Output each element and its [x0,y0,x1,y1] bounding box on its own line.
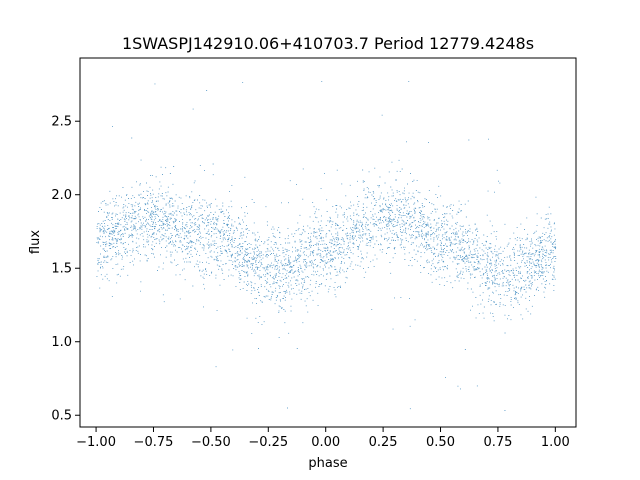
plot-frame [79,57,577,428]
x-axis-ticks: −1.00 −0.75 −0.50 −0.25 0.00 0.25 0.50 0.75 1.00 [76,427,570,450]
x-tick-label: −0.75 [134,435,174,450]
x-tick-label: 0.75 [483,435,512,450]
x-tick-label: −0.25 [248,435,288,450]
y-tick-label: 0.5 [51,409,72,424]
scatter-point-cloud [96,81,557,411]
y-tick-label: 1.5 [51,262,72,277]
x-tick-label: −1.00 [76,435,116,450]
x-tick-label: 0.50 [426,435,455,450]
chart-title: 1SWASPJ142910.06+410703.7 Period 12779.4… [122,34,534,53]
x-axis-label: phase [308,456,347,471]
x-tick-label: −0.50 [191,435,231,450]
x-tick-label: 1.00 [541,435,570,450]
x-tick-label: 0.00 [311,435,340,450]
y-axis-label: flux [28,230,43,254]
y-tick-label: 2.5 [51,115,72,130]
x-tick-label: 0.25 [369,435,398,450]
y-tick-label: 2.0 [51,188,72,203]
data-points [96,81,557,411]
y-axis-ticks: 0.5 1.0 1.5 2.0 2.5 [51,115,80,424]
y-tick-label: 1.0 [51,335,72,350]
